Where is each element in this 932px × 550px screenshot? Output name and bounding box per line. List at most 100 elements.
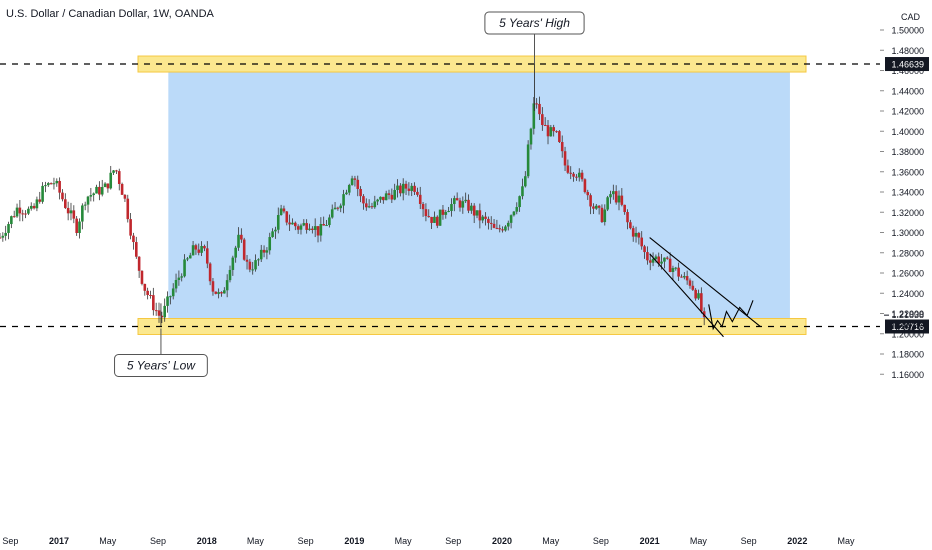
candle-body (251, 269, 255, 271)
candle-body (345, 192, 348, 195)
candle-body (58, 180, 61, 193)
five-year-low-callout: 5 Years' Low (114, 328, 208, 378)
candle-body (629, 222, 632, 229)
candle-body (274, 229, 277, 232)
candle-body (433, 216, 436, 223)
candle-body (200, 246, 203, 253)
candle-body (194, 245, 198, 250)
candle-body (205, 248, 209, 264)
candle-body (677, 267, 680, 277)
x-tick-label: May (247, 536, 265, 546)
candle-body (41, 185, 44, 202)
x-tick-label: May (838, 536, 856, 546)
candle-body (259, 249, 263, 260)
y-tick-label: 1.50000 (891, 26, 924, 36)
candle-body (526, 144, 530, 177)
candle-body (410, 185, 414, 191)
candle-body (257, 259, 260, 261)
candle-body (146, 290, 149, 295)
candle-body (291, 222, 294, 225)
candle-body (435, 216, 439, 226)
candle-body (654, 256, 658, 259)
candle-body (597, 205, 601, 208)
candle-body (569, 172, 573, 174)
candle-body (538, 103, 541, 115)
y-tick-label: 1.48000 (891, 46, 924, 56)
x-tick-label: Sep (298, 536, 314, 546)
candle-body (373, 201, 377, 208)
x-tick-label: May (690, 536, 708, 546)
x-tick-label: May (99, 536, 117, 546)
candle-body (140, 270, 144, 284)
candle-body (646, 252, 649, 261)
candle-body (240, 234, 243, 240)
candle-body (197, 249, 201, 253)
candle-body (72, 210, 76, 219)
candle-body (18, 207, 22, 214)
candle-body (328, 217, 331, 226)
candle-body (390, 194, 394, 200)
candle-body (572, 173, 575, 177)
candle-body (612, 191, 615, 195)
candle-body (620, 195, 624, 205)
candle-body (188, 255, 192, 259)
candle-body (160, 315, 164, 318)
candle-body (149, 294, 152, 296)
candle-body (470, 205, 473, 211)
candle-body (560, 142, 564, 152)
low-price-tag: 1.20716 (885, 319, 929, 334)
candle-body (555, 131, 558, 133)
y-tick-label: 1.16000 (891, 370, 924, 380)
candle-body (64, 199, 67, 208)
candle-body (228, 269, 232, 281)
candle-body (563, 151, 567, 166)
candle-body (498, 228, 502, 230)
candle-body (248, 261, 252, 270)
price-tag-bg (885, 57, 929, 72)
callout-text: 5 Years' Low (127, 359, 196, 373)
x-tick-label: 2022 (787, 536, 807, 546)
candle-body (362, 196, 365, 204)
candle-body (220, 292, 223, 294)
candle-body (418, 194, 422, 205)
candle-body (396, 185, 399, 190)
callout-box (484, 11, 585, 35)
candle-body (495, 227, 499, 229)
y-tick-label: 1.38000 (891, 147, 924, 157)
candle-body (350, 178, 354, 185)
candle-body (325, 225, 328, 227)
candle-body (211, 281, 215, 292)
candle-body (35, 199, 39, 209)
candle-body (501, 229, 504, 231)
candle-body (237, 234, 240, 248)
candle-body (424, 209, 428, 217)
y-tick-label: 1.18000 (891, 350, 924, 360)
candle-body (333, 207, 337, 210)
candle-body (401, 183, 405, 194)
candle-body (586, 192, 590, 196)
candle-body (416, 191, 419, 195)
candle-body (10, 216, 13, 225)
candle-body (384, 193, 388, 201)
current-price-label: 1.21838 (891, 310, 924, 320)
y-tick-label: 1.32000 (891, 208, 924, 218)
candle-body (234, 247, 237, 258)
candle-body (305, 223, 308, 230)
candle-body (44, 185, 47, 187)
candle-body (83, 204, 87, 206)
candle-body (393, 189, 396, 200)
candle-body (52, 183, 56, 185)
candle-body (262, 249, 266, 253)
candle-body (376, 199, 379, 202)
candle-body (413, 185, 416, 192)
candle-body (134, 242, 138, 257)
candle-body (117, 171, 121, 184)
candle-body (299, 225, 303, 230)
callout-box (114, 354, 208, 378)
price-tag-bg (885, 319, 929, 334)
candle-body (154, 310, 158, 312)
candle-body (265, 250, 269, 253)
x-tick-label: Sep (741, 536, 757, 546)
